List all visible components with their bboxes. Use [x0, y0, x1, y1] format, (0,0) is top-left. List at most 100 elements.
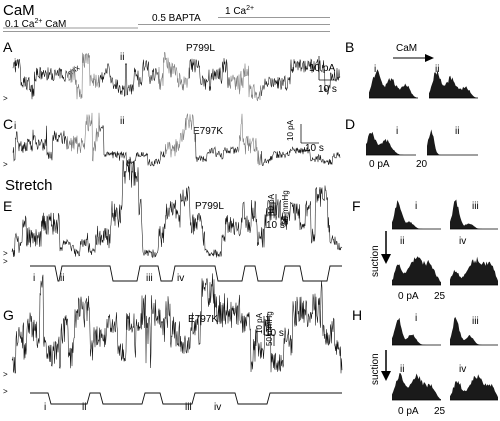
histogram-h-iii: [450, 316, 498, 345]
trace-segment: [11, 156, 343, 259]
scale-bar-g: [263, 316, 275, 346]
current-trace-e: [11, 156, 343, 259]
histogram-b-ii: [429, 69, 478, 98]
pressure-label-iii-e: iii: [146, 273, 153, 284]
mutant-label-p799l-a: P799L: [186, 43, 215, 54]
pressure-waveform: [30, 392, 342, 405]
trace-segment: [157, 51, 190, 91]
mutant-label-p799l-e: P799L: [195, 201, 224, 212]
histogram-label-iii-f: iii: [472, 201, 479, 212]
histogram-shape: [366, 131, 416, 155]
cam-arrow: [393, 54, 434, 62]
panel-letter-f: F: [352, 198, 361, 214]
segment-label-ii-c: ii: [120, 116, 124, 127]
trace-segment: [12, 58, 68, 100]
solution-label-ca-cam: 0.1 Ca2+ CaM: [5, 18, 66, 30]
pressure-command-g: [30, 392, 342, 405]
trace-segment: [66, 52, 100, 100]
suction-arrow-f: [381, 231, 391, 264]
scale-label-time-a: 10 s: [318, 84, 337, 95]
pressure-label-iv-g: iv: [214, 402, 221, 413]
histogram-label-iii-h: iii: [472, 316, 479, 327]
histogram-shape: [450, 316, 498, 345]
histogram-label-i-f: i: [415, 201, 417, 212]
histogram-label-i-d: i: [396, 126, 398, 137]
closed-level-marker-g2: >: [3, 387, 8, 396]
histogram-f-i: [392, 200, 441, 229]
histogram-h-iv: [450, 374, 498, 400]
trace-segment: [164, 113, 196, 158]
scale-label-current-e: 10 pA: [267, 193, 276, 215]
histogram-d-ii: [427, 129, 477, 155]
trace-segment: [12, 125, 68, 162]
histogram-shape: [392, 200, 441, 229]
panel-e: E P799L > > i ii iii iv 10 pA 50 mmHg 10…: [3, 156, 343, 284]
histogram-label-ii-d: ii: [455, 126, 459, 137]
segment-label-ii: ii: [120, 52, 124, 63]
mutant-label-e797k-g: E797K: [188, 314, 218, 325]
histogram-label-i-h: i: [415, 313, 417, 324]
histogram-shape: [392, 317, 441, 345]
panel-a: A P799L i mix ii > 10 pA 10 s: [3, 39, 341, 103]
scale-label-time-c: 10 s: [305, 143, 324, 154]
panel-letter-c: C: [3, 116, 13, 132]
histogram-f-iii: [450, 199, 498, 229]
histogram-shape: [427, 129, 477, 155]
histogram-tick-25-h: 25: [434, 406, 446, 417]
histogram-shape: [429, 69, 478, 98]
pressure-label-iii-g: iii: [185, 402, 192, 413]
pressure-command-e: [30, 265, 342, 282]
histogram-h-i: [392, 317, 441, 345]
histogram-f-ii: [392, 256, 441, 285]
histogram-tick-0pa-d: 0 pA: [369, 159, 390, 170]
trace-segment: [195, 133, 239, 163]
panel-h: H suction i iii ii iv 0 pA 25: [352, 307, 498, 417]
trace-segment: [229, 63, 262, 102]
histogram-h-ii: [392, 373, 441, 400]
histogram-label-ii-b: ii: [435, 64, 439, 75]
panel-b: B CaM i ii: [345, 39, 478, 99]
histogram-label-iv-f: iv: [459, 236, 466, 247]
histogram-shape: [450, 374, 498, 400]
closed-level-marker-e1: >: [3, 249, 8, 258]
panel-letter-d: D: [345, 116, 355, 132]
pressure-step-labels-e: i ii iii iv: [33, 273, 184, 284]
trace-segment: [99, 59, 159, 97]
panel-d: D i ii 0 pA 20: [345, 116, 478, 170]
histogram-shape: [450, 256, 498, 285]
pressure-label-i-g: i: [44, 402, 46, 413]
pressure-waveform: [30, 265, 342, 282]
panel-letter-g: G: [3, 307, 14, 323]
panel-letter-h: H: [352, 307, 362, 323]
histogram-tick-20-d: 20: [416, 159, 428, 170]
histogram-shape: [392, 256, 441, 285]
histogram-d-i: [366, 131, 416, 155]
histogram-shape: [450, 199, 498, 229]
scale-label-current-c: 10 pA: [286, 119, 295, 141]
segment-label-i-c: i: [14, 121, 16, 132]
trace-segment: [99, 125, 166, 167]
closed-level-marker-e2: >: [3, 257, 8, 266]
pressure-label-ii-g: ii: [82, 402, 86, 413]
histogram-shape: [392, 373, 441, 400]
closed-level-marker-c: >: [3, 160, 8, 169]
suction-label-h: suction: [370, 353, 381, 385]
solution-bar: [3, 17, 330, 32]
scale-bar-e: [265, 194, 277, 228]
scale-label-current-g: 10 pA: [255, 312, 264, 334]
scale-bar-a: [318, 56, 337, 81]
scale-bar-c: [300, 124, 319, 144]
panel-letter-a: A: [3, 39, 13, 55]
scale-label-current-a: 10 pA: [309, 63, 335, 74]
panel-g: G E797K > > i ii iii iv 10 pA 50 mmHg 10…: [3, 273, 343, 413]
panel-c: C E797K i ii > 10 pA 10 s: [3, 112, 341, 169]
histogram-label-i-b: i: [374, 64, 376, 75]
current-trace-a: [12, 51, 341, 102]
segment-label-i: i: [14, 58, 16, 69]
current-trace-g: [11, 273, 343, 374]
panel-letter-e: E: [3, 198, 12, 214]
pressure-label-ii-e: ii: [60, 273, 64, 284]
solution-label-bapta: 0.5 BAPTA: [152, 13, 201, 24]
section-title-stretch: Stretch: [5, 177, 53, 194]
